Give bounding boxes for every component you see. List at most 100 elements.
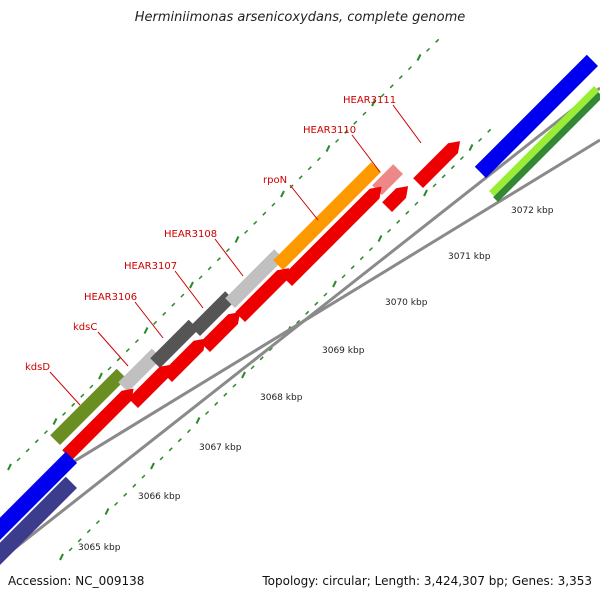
tick-mark-upper: [426, 47, 431, 52]
genome-stats-text: Topology: circular; Length: 3,424,307 bp…: [262, 574, 592, 588]
tick-mark-lower: [350, 265, 355, 270]
tick-mark-lower: [95, 520, 100, 525]
tick-mark-lower: [214, 401, 219, 406]
tick-mark-lower: [186, 429, 191, 434]
tick-mark-upper: [98, 372, 103, 380]
tick-mark-lower: [123, 492, 128, 497]
tick-mark-lower: [432, 183, 437, 188]
tick-mark-lower: [459, 156, 464, 161]
gene-leader-line: [134, 301, 164, 339]
tick-mark-lower: [359, 256, 364, 261]
tick-mark-upper: [335, 138, 340, 143]
darkgreen-feature-band-top: [493, 92, 600, 202]
tick-mark-upper: [43, 430, 48, 435]
tick-mark-upper: [134, 339, 139, 344]
tick-mark-upper: [80, 393, 85, 398]
HEAR3108-gene-block: [225, 249, 284, 308]
tick-mark-lower: [77, 538, 82, 543]
feature-blocks: [0, 54, 600, 565]
rpoN-gene-block: [273, 162, 381, 270]
tick-mark-lower: [377, 235, 383, 242]
tick-mark-lower: [314, 301, 319, 306]
tick-mark-upper: [262, 211, 267, 216]
tick-mark-upper: [234, 236, 240, 243]
tick-mark-lower: [341, 274, 346, 279]
tick-mark-lower: [332, 280, 337, 288]
tick-mark-lower: [114, 501, 119, 506]
tick-mark-lower: [150, 462, 155, 470]
tick-mark-lower: [141, 474, 146, 479]
tick-mark-lower: [104, 508, 110, 515]
tick-mark-upper: [371, 99, 376, 107]
tick-mark-upper: [407, 66, 412, 71]
tick-mark-upper: [225, 248, 230, 253]
tick-mark-lower: [323, 292, 328, 297]
kdsC-gene-block: [118, 348, 162, 392]
tick-mark-upper: [162, 311, 167, 316]
tick-mark-lower: [414, 201, 419, 206]
page-title: Herminiimonas arsenicoxydans, complete g…: [134, 10, 466, 25]
scale-label: 3068 kbp: [260, 393, 303, 403]
gene-leader-line: [289, 184, 319, 221]
tick-mark-lower: [487, 128, 492, 133]
scale-label: 3066 kbp: [138, 492, 181, 502]
tick-mark-upper: [198, 275, 203, 280]
tick-mark-upper: [244, 229, 249, 234]
tick-mark-upper: [380, 93, 385, 98]
scale-label: 3070 kbp: [385, 298, 428, 308]
tick-mark-lower: [232, 383, 237, 388]
tick-mark-upper: [71, 402, 76, 407]
cds-arrow-5: [282, 186, 382, 286]
cds-arrow-6: [382, 186, 409, 212]
gene-leader-line: [97, 331, 129, 367]
tick-mark-lower: [132, 483, 137, 488]
tick-mark-upper: [389, 84, 394, 89]
tick-mark-upper: [116, 357, 121, 362]
tick-mark-lower: [241, 371, 246, 379]
blue-feature-band-top: [474, 54, 598, 178]
text-labels: kdsD kdsC HEAR3106 HEAR3107 HEAR3108 rpoN HEAR…: [25, 95, 554, 553]
tick-mark-upper: [207, 266, 212, 271]
tick-mark-upper: [280, 190, 285, 198]
tick-mark-lower: [305, 310, 310, 315]
tick-mark-upper: [125, 348, 130, 353]
backbone-line-right: [59, 138, 600, 472]
cds-arrow-4: [235, 268, 290, 322]
tick-mark-upper: [89, 384, 94, 389]
tick-mark-lower: [450, 165, 455, 170]
tick-mark-upper: [253, 220, 258, 225]
gene-label-rpoN: rpoN: [263, 175, 287, 186]
tick-mark-lower: [441, 174, 446, 179]
tick-mark-lower: [259, 356, 264, 361]
tick-mark-lower: [423, 189, 428, 197]
cds-arrow-1: [128, 364, 172, 408]
scale-label: 3065 kbp: [78, 543, 121, 553]
navy-feature-band-bottom: [0, 476, 77, 565]
tick-mark-lower: [159, 456, 164, 461]
tick-mark-lower: [223, 392, 228, 397]
tick-mark-upper: [325, 145, 331, 152]
gene-label-HEAR3106: HEAR3106: [84, 292, 137, 303]
tick-mark-lower: [387, 228, 392, 233]
scale-label: 3071 kbp: [448, 252, 491, 262]
tick-mark-lower: [296, 319, 301, 324]
tick-mark-upper: [25, 448, 30, 453]
gene-label-HEAR3108: HEAR3108: [164, 229, 217, 240]
tick-mark-lower: [396, 219, 401, 224]
HEAR3107-gene-block: [190, 291, 235, 336]
tick-mark-lower: [195, 417, 201, 424]
tick-mark-lower: [268, 347, 273, 352]
gene-leader-line: [351, 134, 381, 173]
scale-label: 3072 kbp: [511, 206, 554, 216]
scale-label: 3069 kbp: [322, 346, 365, 356]
tick-mark-upper: [16, 457, 21, 462]
tick-mark-upper: [153, 320, 158, 325]
tick-mark-upper: [398, 75, 403, 80]
tick-mark-upper: [316, 157, 321, 162]
gene-label-HEAR3107: HEAR3107: [124, 261, 177, 272]
tick-mark-upper: [435, 38, 440, 43]
tick-mark-upper: [271, 202, 276, 207]
tick-mark-upper: [143, 327, 149, 334]
tick-mark-lower: [368, 247, 373, 252]
